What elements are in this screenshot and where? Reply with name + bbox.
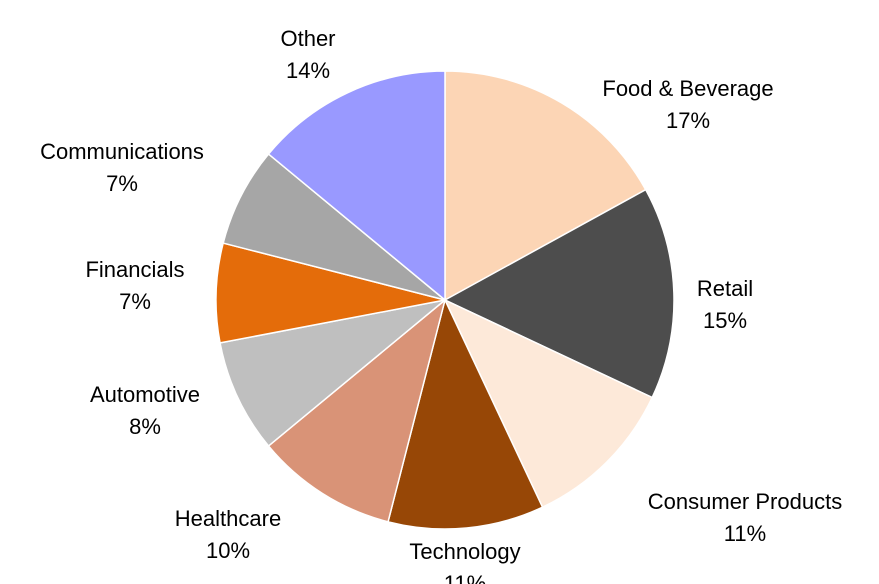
slice-label: Technology [409,539,520,564]
slice-value-label: 17% [666,108,710,133]
slice-label: Healthcare [175,506,281,531]
slice-value-label: 11% [724,521,766,546]
pie-slice [387,297,544,530]
slice-value-label: 7% [106,171,138,196]
slice-value-label: 14% [286,58,330,83]
slice-label: Retail [697,276,753,301]
slice-value-label: 15% [703,308,747,333]
pie-slice [444,70,647,302]
pie-slice [443,298,654,509]
slice-label: Consumer Products [648,489,842,514]
slice-label: Other [280,26,335,51]
slice-label: Automotive [90,382,200,407]
slice-value-label: 10% [206,538,250,563]
slice-value-label: 11% [444,571,486,584]
slice-label: Food & Beverage [602,76,773,101]
slice-label: Financials [85,257,184,282]
slice-label: Communications [40,139,204,164]
pie-slice [267,297,447,523]
pie-slice [267,70,446,302]
pie-slice [219,299,446,448]
pie-slice [443,188,675,399]
slice-value-label: 8% [129,414,161,439]
slice-value-label: 7% [119,289,151,314]
